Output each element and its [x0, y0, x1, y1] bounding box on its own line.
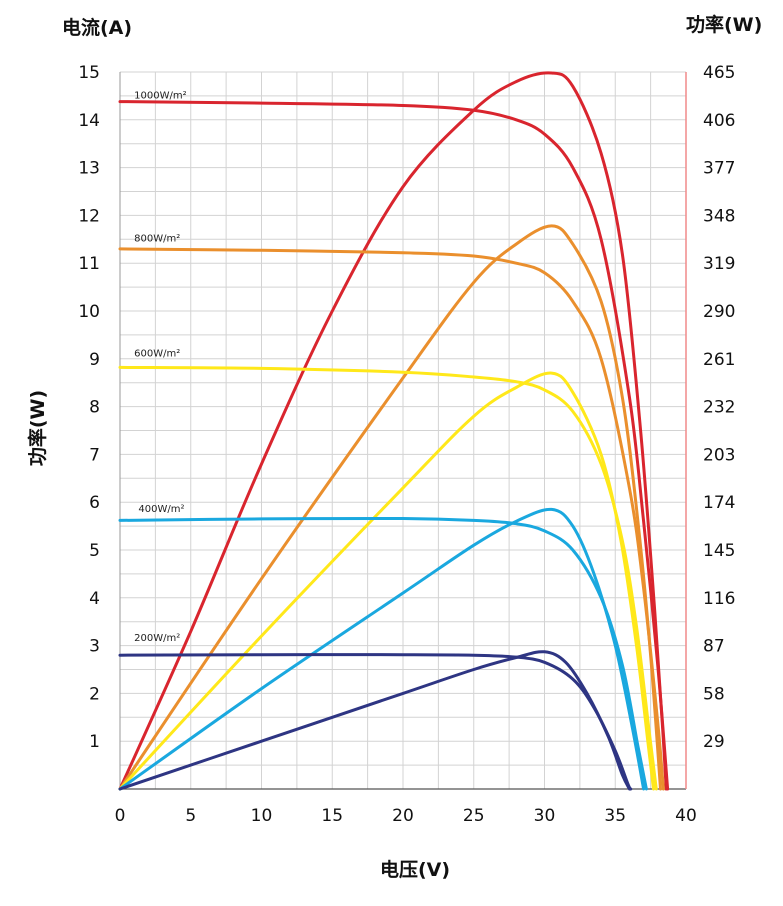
right-tick-label: 203	[703, 445, 735, 465]
y-tick-label: 7	[89, 445, 100, 465]
y-tick-label: 2	[89, 684, 100, 704]
iv-curve-0	[118, 100, 670, 791]
tick-labels: 0 5 10 15 20 25 30 35 40123456789101112131415295…	[78, 63, 735, 826]
pv-curve-1	[118, 224, 662, 791]
x-tick-label: 25	[463, 806, 485, 826]
y-tick-label: 4	[89, 589, 100, 609]
x-tick-label: 20	[392, 806, 414, 826]
y-tick-label: 6	[89, 493, 100, 513]
x-tick-label: 5	[185, 806, 196, 826]
x-axis-title: 电压(V)	[380, 858, 450, 881]
x-tick-label: 40	[675, 806, 697, 826]
pv-curve-2	[118, 371, 655, 791]
y-tick-label: 9	[89, 350, 100, 370]
x-tick-label: 15	[321, 806, 343, 826]
y-tick-label: 12	[78, 206, 100, 226]
right-tick-label: 174	[703, 493, 735, 513]
pv-curve-3	[118, 507, 646, 791]
y-tick-label: 15	[78, 63, 100, 83]
y-tick-label: 8	[89, 398, 100, 418]
irradiance-label-3: 400W/m²	[138, 504, 184, 515]
y-tick-label: 14	[78, 111, 100, 131]
iv-curve-2	[118, 365, 658, 791]
left-side-axis-title: 功率(W)	[26, 390, 49, 466]
right-tick-label: 261	[703, 350, 735, 370]
right-axis-title: 功率(W)	[686, 13, 762, 36]
right-tick-label: 465	[703, 63, 735, 83]
y-tick-label: 13	[78, 159, 100, 179]
x-tick-label: 0	[115, 806, 126, 826]
right-tick-label: 58	[703, 684, 725, 704]
right-tick-label: 319	[703, 254, 735, 274]
iv-curve-4	[118, 653, 633, 791]
axes	[119, 72, 687, 790]
irradiance-label-0: 1000W/m²	[134, 90, 186, 101]
right-tick-label: 290	[703, 302, 735, 322]
right-tick-label: 87	[703, 637, 725, 657]
x-tick-label: 30	[534, 806, 556, 826]
pv-curve-0	[118, 71, 668, 791]
right-tick-label: 29	[703, 732, 725, 752]
right-tick-label: 116	[703, 589, 735, 609]
right-tick-label: 232	[703, 398, 735, 418]
irradiance-label-2: 600W/m²	[134, 348, 180, 359]
irradiance-label-1: 800W/m²	[134, 234, 180, 245]
y-tick-label: 11	[78, 254, 100, 274]
y-tick-label: 5	[89, 541, 100, 561]
irradiance-label-4: 200W/m²	[134, 633, 180, 644]
iv-curve-3	[118, 516, 648, 791]
grid	[119, 71, 687, 789]
right-tick-label: 348	[703, 206, 735, 226]
y-tick-label: 1	[89, 732, 100, 752]
right-tick-label: 406	[703, 111, 735, 131]
right-tick-label: 377	[703, 159, 735, 179]
irradiance-labels: 1000W/m² 800W/m² 600W/m² 400W/m² 200W/m²	[134, 90, 186, 644]
y-tick-label: 3	[89, 637, 100, 657]
left-axis-title: 电流(A)	[62, 16, 132, 39]
x-tick-label: 35	[604, 806, 626, 826]
iv-curve-1	[118, 247, 665, 791]
x-tick-label: 10	[251, 806, 273, 826]
right-tick-label: 145	[703, 541, 735, 561]
series-group	[118, 71, 670, 791]
y-tick-label: 10	[78, 302, 100, 322]
